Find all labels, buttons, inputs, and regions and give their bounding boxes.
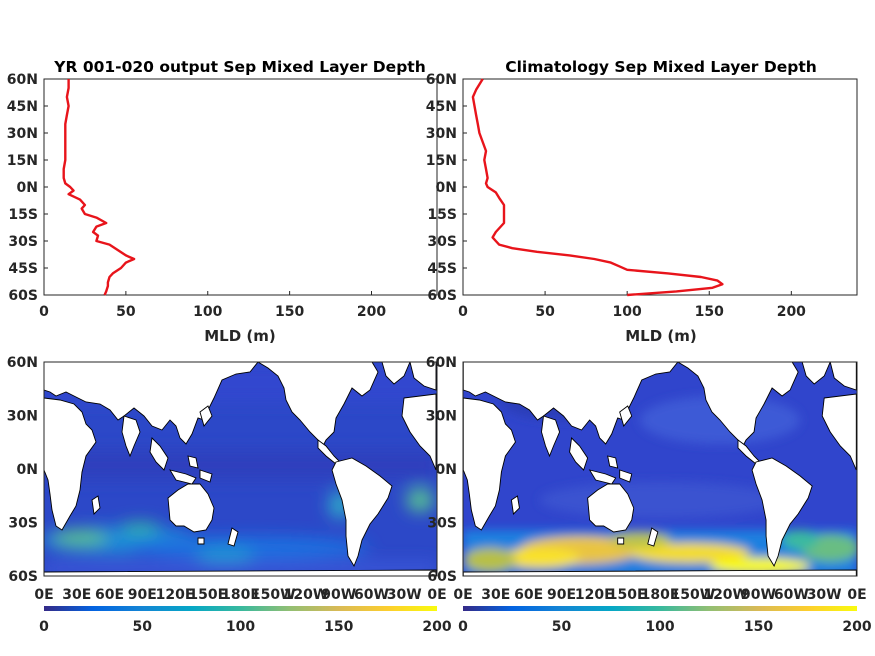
map-x-tick-label: 0E xyxy=(847,587,866,603)
map-y-tick-label: 60N xyxy=(426,355,457,371)
climatology-mld-profile-line xyxy=(471,78,724,297)
panel2-frame xyxy=(462,78,858,296)
map-x-tick-label: 150E xyxy=(608,587,647,603)
colorbar-tick-label: 200 xyxy=(842,619,871,635)
x-tick-label: 100 xyxy=(613,304,642,320)
y-tick-label: 30S xyxy=(8,234,38,250)
y-tick-label: 45S xyxy=(8,261,38,277)
x-tick-label: 50 xyxy=(116,304,136,320)
map-x-tick-label: 30W xyxy=(387,587,422,603)
map-x-tick-label: 150W xyxy=(251,587,296,603)
map-x-tick-label: 150W xyxy=(670,587,715,603)
panel2-title: Climatology Sep Mixed Layer Depth xyxy=(505,58,817,76)
x-tick-label: 150 xyxy=(275,304,304,320)
y-tick-label: 15S xyxy=(8,207,38,223)
map-x-tick-label: 90E xyxy=(128,587,157,603)
map-x-tick-label: 30E xyxy=(62,587,91,603)
map-x-tick-label: 120E xyxy=(156,587,195,603)
panel4-frame xyxy=(462,361,858,577)
map-x-tick-label: 120W xyxy=(703,587,748,603)
colorbar-tick-label: 50 xyxy=(133,619,153,635)
y-tick-label: 45N xyxy=(7,99,38,115)
colorbar-tick-label: 0 xyxy=(39,619,49,635)
map-x-tick-label: 180E xyxy=(641,587,680,603)
map-x-tick-label: 90E xyxy=(547,587,576,603)
y-tick-label: 45N xyxy=(426,99,457,115)
profile-panel-climatology: Climatology Sep Mixed Layer Depth 60N 45N… xyxy=(426,58,858,345)
x-tick-label: 200 xyxy=(777,304,806,320)
map-x-tick-label: 60W xyxy=(774,587,809,603)
map-x-tick-label: 120W xyxy=(284,587,329,603)
map-y-tick-label: 30S xyxy=(427,516,457,532)
map-y-tick-label: 30N xyxy=(426,409,457,425)
y-tick-label: 0N xyxy=(436,180,457,196)
map-x-tick-label: 60W xyxy=(354,587,389,603)
y-tick-label: 60N xyxy=(426,72,457,88)
map-x-tick-label: 0E xyxy=(34,587,53,603)
y-tick-label: 45S xyxy=(427,261,457,277)
map-x-tick-label: 150E xyxy=(188,587,227,603)
y-tick-label: 60S xyxy=(427,288,457,304)
y-tick-label: 15S xyxy=(427,207,457,223)
y-tick-label: 15N xyxy=(7,153,38,169)
model-mld-profile-line xyxy=(62,79,136,296)
x-tick-label: 100 xyxy=(193,304,222,320)
x-tick-label: 150 xyxy=(695,304,724,320)
map-x-tick-label: 0E xyxy=(427,587,446,603)
map-x-tick-label: 0E xyxy=(453,587,472,603)
map-x-tick-label: 180E xyxy=(221,587,260,603)
y-tick-label: 30N xyxy=(7,126,38,142)
y-tick-label: 60N xyxy=(7,72,38,88)
map-y-tick-label: 30S xyxy=(8,516,38,532)
y-tick-label: 30S xyxy=(427,234,457,250)
y-tick-label: 60S xyxy=(8,288,38,304)
map-y-tick-label: 60S xyxy=(427,569,457,585)
y-tick-label: 15N xyxy=(426,153,457,169)
panel1-title: YR 001-020 output Sep Mixed Layer Depth xyxy=(53,58,425,76)
x-tick-label: 0 xyxy=(458,304,468,320)
y-tick-label: 0N xyxy=(17,180,38,196)
panel3-frame xyxy=(43,361,438,577)
colorbar-tick-label: 100 xyxy=(226,619,255,635)
map-y-tick-label: 0N xyxy=(17,462,38,478)
colorbar-tick-label: 200 xyxy=(422,619,451,635)
colorbar-tick-label: 50 xyxy=(552,619,572,635)
colorbar-tick-label: 150 xyxy=(744,619,773,635)
x-tick-label: 0 xyxy=(39,304,49,320)
colorbar-tick-label: 100 xyxy=(645,619,674,635)
map-x-tick-label: 60E xyxy=(95,587,124,603)
map-x-tick-label: 30W xyxy=(807,587,842,603)
panel1-xlabel: MLD (m) xyxy=(204,327,276,345)
panel1-frame xyxy=(43,78,438,296)
map-y-tick-label: 60N xyxy=(7,355,38,371)
colorbar-tick-label: 0 xyxy=(458,619,468,635)
panel2-xlabel: MLD (m) xyxy=(625,327,697,345)
y-tick-label: 30N xyxy=(426,126,457,142)
model-colorbar xyxy=(44,606,437,611)
x-tick-label: 50 xyxy=(535,304,555,320)
climatology-colorbar xyxy=(463,606,857,611)
map-y-tick-label: 0N xyxy=(436,462,457,478)
map-x-tick-label: 90W xyxy=(321,587,356,603)
profile-panel-model: YR 001-020 output Sep Mixed Layer Depth … xyxy=(7,58,438,345)
map-y-tick-label: 30N xyxy=(7,409,38,425)
x-tick-label: 200 xyxy=(357,304,386,320)
map-x-tick-label: 60E xyxy=(514,587,543,603)
map-x-tick-label: 90W xyxy=(741,587,776,603)
map-x-tick-label: 120E xyxy=(575,587,614,603)
map-x-tick-label: 30E xyxy=(481,587,510,603)
map-y-tick-label: 60S xyxy=(8,569,38,585)
colorbar-tick-label: 150 xyxy=(324,619,353,635)
